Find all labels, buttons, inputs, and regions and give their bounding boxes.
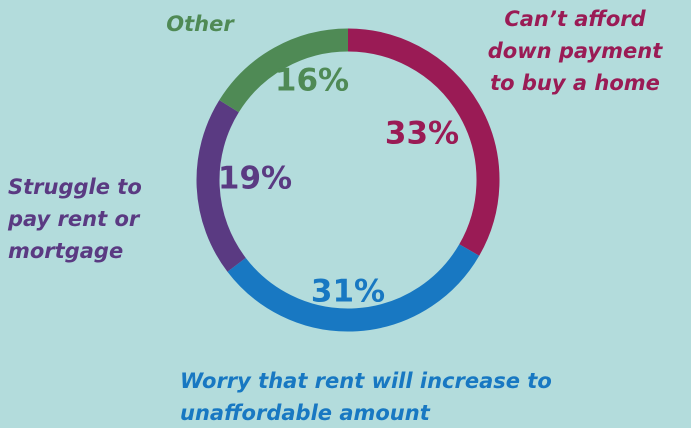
donut-segment — [196, 100, 246, 272]
category-label: Worry that rent will increase to unafford… — [180, 369, 552, 425]
value-label: 33% — [385, 116, 459, 152]
value-label: 16% — [275, 63, 349, 99]
value-label: 19% — [218, 161, 292, 197]
donut-segment — [227, 244, 480, 332]
category-label: Other — [166, 12, 235, 36]
donut-segment — [219, 28, 349, 113]
category-label: Can’t afford down payment to buy a home — [488, 7, 663, 95]
value-label: 31% — [311, 274, 385, 310]
category-label: Struggle to pay rent or mortgage — [7, 175, 142, 263]
donut-segment — [347, 28, 500, 256]
